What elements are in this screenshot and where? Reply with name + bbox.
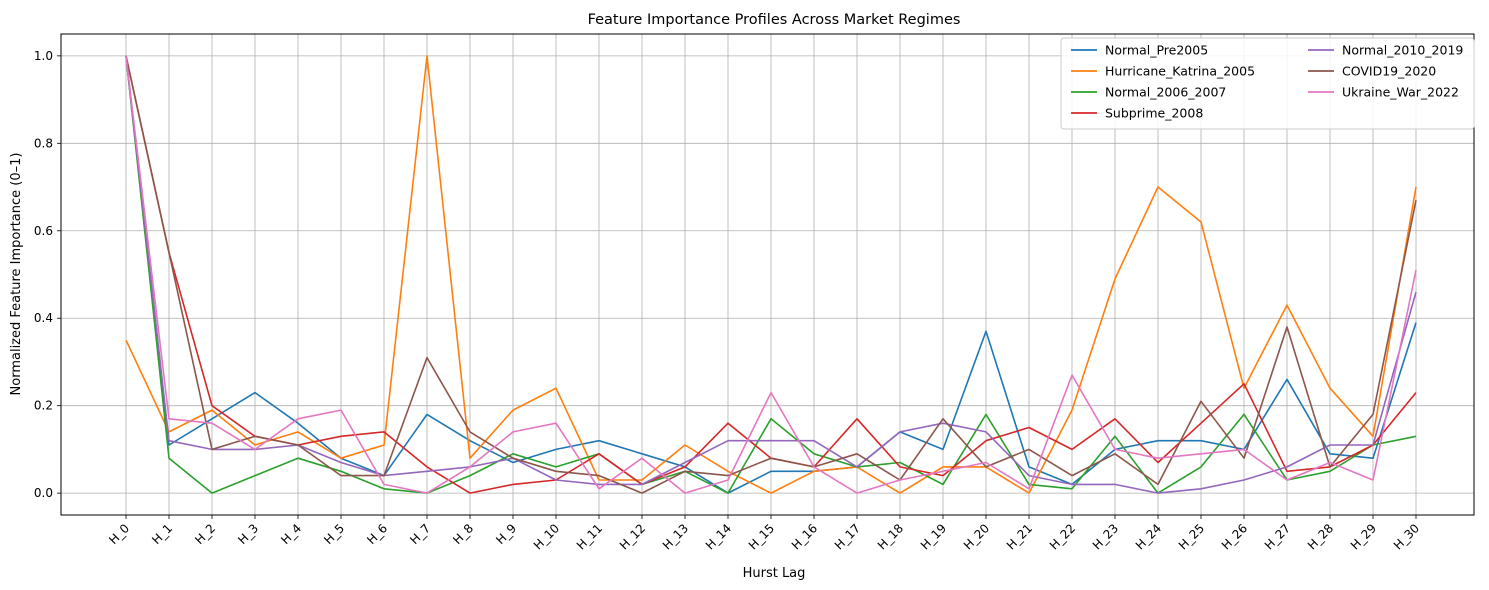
legend: Normal_Pre2005 Hurricane_Katrina_2005 Norm… (1060, 37, 1475, 130)
legend-entry: Normal_2006_2007 (1105, 85, 1226, 100)
plot-frame (60, 33, 1475, 516)
series-line-covid19-2020 (125, 55, 1417, 494)
series-line-normal-2010-2019 (125, 55, 1417, 494)
chart-title: Feature Importance Profiles Across Marke… (588, 12, 961, 28)
legend-entry: COVID19_2020 (1342, 64, 1436, 79)
y-tick-label: 0.8 (34, 136, 53, 150)
grid (61, 34, 1474, 515)
y-tick-label: 0.0 (34, 486, 53, 500)
legend-box (1060, 37, 1475, 130)
x-axis-label: Hurst Lag (743, 566, 806, 581)
legend-entry: Normal_Pre2005 (1105, 43, 1208, 58)
series-line-ukraine-war-2022 (125, 55, 1417, 494)
y-tick-label: 0.6 (34, 224, 53, 238)
y-axis-label: Normalized Feature Importance (0–1) (9, 153, 24, 396)
series-line-hurricane-katrina-2005 (125, 55, 1417, 494)
legend-entry: Normal_2010_2019 (1342, 43, 1463, 58)
legend-entry: Subprime_2008 (1105, 106, 1203, 121)
y-tick-label: 0.4 (34, 311, 53, 325)
y-axis: 0.0 0.2 0.4 0.6 0.8 1.0 (34, 49, 61, 500)
series-lines (125, 55, 1417, 494)
series-line-normal-2006-2007 (125, 55, 1417, 494)
legend-entry: Ukraine_War_2022 (1342, 85, 1459, 100)
legend-entry: Hurricane_Katrina_2005 (1105, 64, 1255, 79)
y-tick-label: 1.0 (34, 49, 53, 63)
y-tick-label: 0.2 (34, 399, 53, 413)
